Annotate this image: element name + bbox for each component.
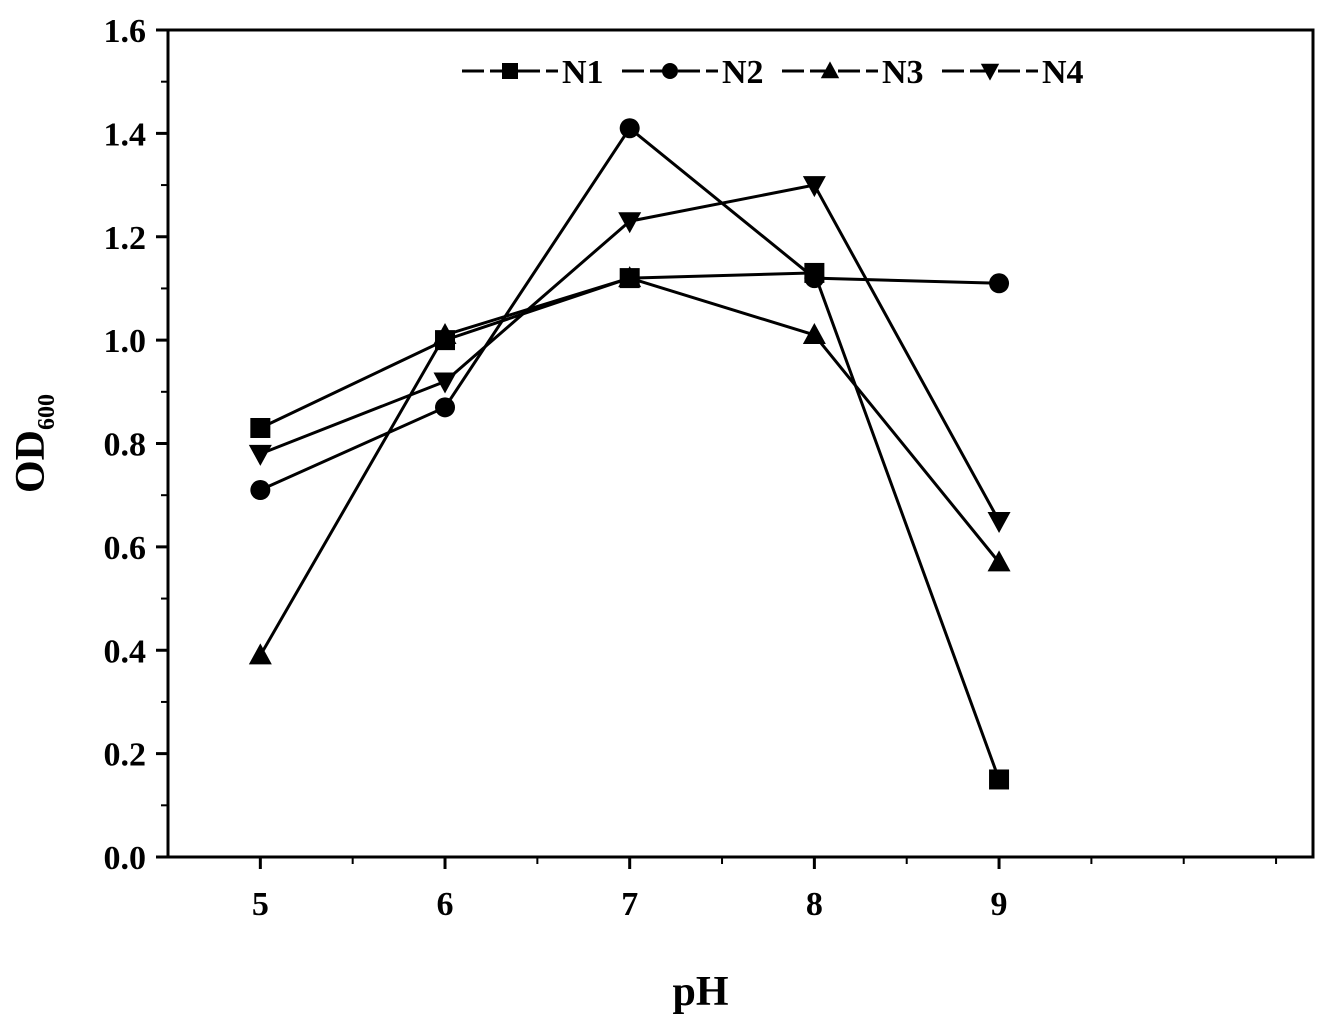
- data-point: [248, 444, 272, 466]
- series-line: [259, 271, 1001, 780]
- y-tick-label: 0.8: [104, 427, 147, 464]
- legend-label: N1: [562, 54, 604, 91]
- x-tick-label: 5: [252, 886, 269, 923]
- x-tick-label: 8: [806, 886, 823, 923]
- series-line: [259, 276, 1001, 657]
- y-tick-label: 1.2: [104, 220, 147, 257]
- legend-item-n1: N1: [462, 54, 604, 91]
- legend-marker: [980, 63, 1000, 81]
- data-point: [618, 266, 642, 288]
- data-point: [619, 118, 640, 139]
- data-point: [250, 480, 271, 501]
- data-point: [802, 176, 826, 198]
- legend-marker: [662, 63, 678, 79]
- data-point: [435, 397, 456, 418]
- legend-item-n2: N2: [622, 54, 764, 91]
- data-point: [989, 273, 1010, 294]
- y-tick-label: 1.4: [104, 116, 147, 153]
- series-line: [259, 125, 1000, 492]
- legend-item-n4: N4: [942, 54, 1084, 91]
- series-n1: [250, 262, 1010, 790]
- series-line: [259, 183, 1001, 522]
- x-tick-label: 7: [621, 886, 638, 923]
- data-point: [618, 212, 642, 234]
- legend-marker: [502, 63, 518, 79]
- axes-layer: 0.0 0.2 0.4 0.6 0.8 1.0 1.2 1.4 1.6 5 6 7 8 9: [104, 13, 1278, 923]
- series-n3: [248, 266, 1011, 665]
- y-tick-label: 1.0: [104, 323, 147, 360]
- series-n4: [248, 176, 1011, 534]
- data-point: [804, 268, 825, 289]
- data-point: [987, 550, 1011, 572]
- data-point: [987, 512, 1011, 534]
- data-point: [802, 322, 826, 344]
- legend-item-n3: N3: [782, 54, 924, 91]
- y-axis-title-main: OD: [8, 430, 54, 493]
- data-point: [250, 417, 271, 438]
- data-point: [248, 643, 272, 665]
- series-n2: [250, 118, 1010, 501]
- data-point: [433, 372, 457, 394]
- y-tick-label: 0.0: [104, 840, 147, 877]
- y-tick-label: 0.6: [104, 530, 147, 567]
- y-tick-label: 0.4: [104, 633, 147, 670]
- plot-frame: [166, 28, 1315, 859]
- series-layer: [248, 118, 1011, 790]
- x-tick-label: 9: [991, 886, 1008, 923]
- legend-label: N4: [1042, 54, 1084, 91]
- x-tick-label: 6: [437, 886, 454, 923]
- legend-marker: [820, 61, 840, 79]
- y-tick-label: 1.6: [104, 13, 147, 50]
- legend-label: N2: [722, 54, 764, 91]
- legend-label: N3: [882, 54, 924, 91]
- legend: N1 N2 N3 N4: [462, 54, 1084, 91]
- x-axis-title: pH: [672, 969, 728, 1015]
- y-axis-title: OD600: [8, 394, 60, 493]
- data-point: [989, 769, 1010, 790]
- y-axis-title-subscript: 600: [34, 394, 60, 430]
- data-point: [433, 322, 457, 344]
- y-tick-label: 0.2: [104, 737, 147, 774]
